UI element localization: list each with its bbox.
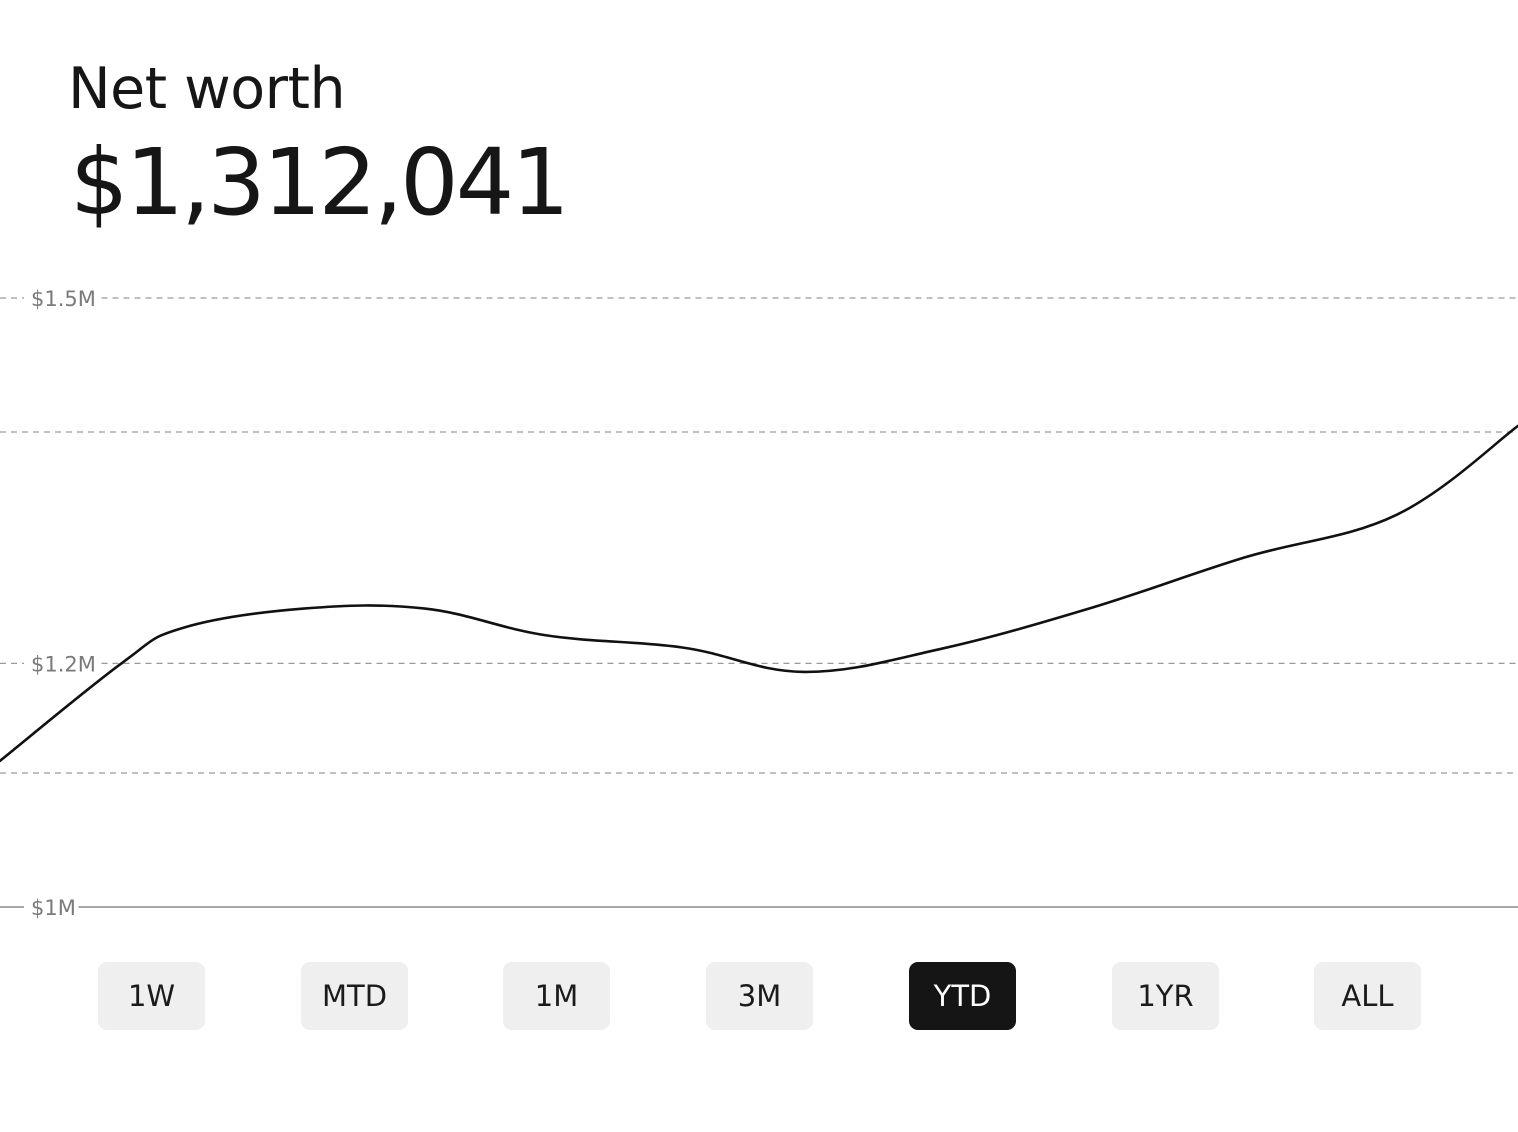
net-worth-amount: $1,312,041 (70, 129, 570, 236)
range-button-mtd[interactable]: MTD (301, 962, 408, 1030)
range-button-3m[interactable]: 3M (706, 962, 813, 1030)
time-range-selector: 1W MTD 1M 3M YTD 1YR ALL (0, 962, 1518, 1030)
range-button-ytd[interactable]: YTD (909, 962, 1016, 1030)
page-title: Net worth (68, 56, 346, 122)
range-button-1m[interactable]: 1M (503, 962, 610, 1030)
range-button-1yr[interactable]: 1YR (1112, 962, 1219, 1030)
y-tick-label: $1.2M (31, 652, 96, 676)
net-worth-line (0, 424, 1518, 763)
y-tick-label: $1M (31, 896, 76, 920)
y-tick-label: $1.5M (31, 287, 96, 311)
net-worth-chart: $1M $1.2M $1.5M (0, 287, 1518, 920)
range-button-all[interactable]: ALL (1314, 962, 1421, 1030)
range-button-1w[interactable]: 1W (98, 962, 205, 1030)
